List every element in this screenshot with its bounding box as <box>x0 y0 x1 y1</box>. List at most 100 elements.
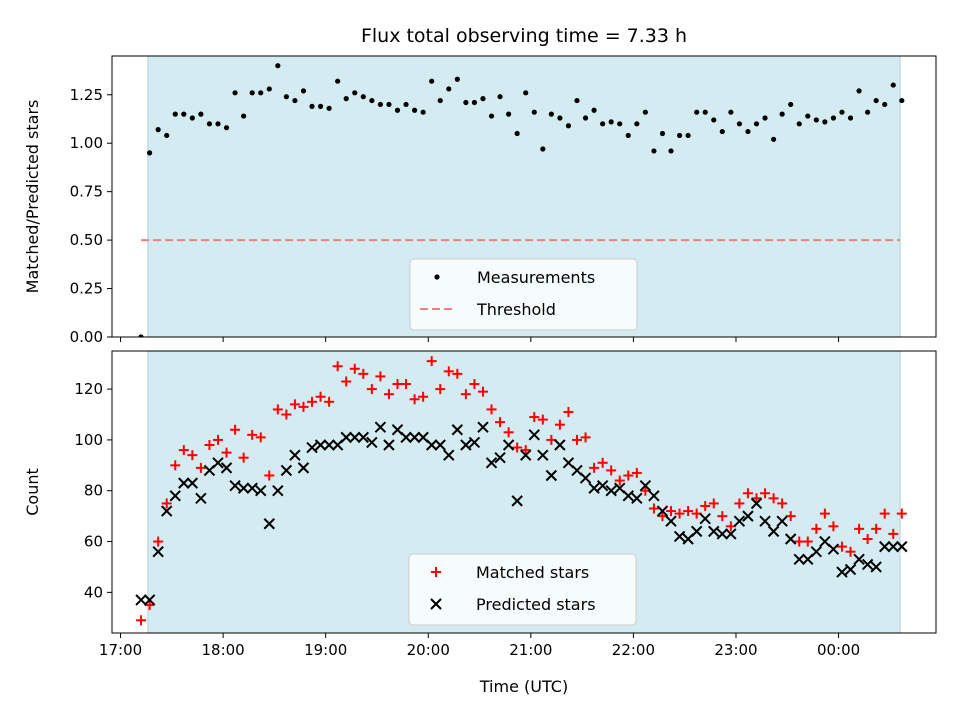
data-point <box>529 412 540 423</box>
legend-marker <box>430 598 442 610</box>
data-point <box>788 101 794 108</box>
data-point <box>794 536 805 547</box>
data-point <box>565 123 572 129</box>
data-point <box>488 113 495 119</box>
data-point <box>394 107 401 113</box>
data-point <box>437 97 443 104</box>
data-point <box>796 121 802 127</box>
data-point <box>263 518 275 530</box>
series-matched-stars <box>136 356 907 626</box>
data-point <box>719 128 725 135</box>
data-point <box>298 401 309 412</box>
data-point <box>272 404 283 415</box>
series-measurements <box>138 63 905 337</box>
data-point <box>659 130 666 137</box>
data-point <box>811 523 822 534</box>
data-point <box>411 107 418 113</box>
data-point <box>246 482 258 494</box>
data-point <box>435 384 446 395</box>
data-point <box>485 457 498 469</box>
data-point <box>326 105 332 111</box>
data-point <box>136 615 147 626</box>
data-point <box>386 101 392 108</box>
data-point <box>289 449 301 461</box>
data-point <box>469 379 480 390</box>
data-point <box>204 440 215 450</box>
data-point <box>579 472 592 484</box>
data-point <box>899 97 905 104</box>
data-point <box>890 82 896 88</box>
x-tick-label: 20:00 <box>407 641 450 659</box>
data-point <box>767 525 780 538</box>
y-tick-label: 0.75 <box>70 183 103 201</box>
data-point <box>733 515 746 527</box>
data-point <box>153 536 164 547</box>
data-point <box>512 442 523 453</box>
top-axes-frame <box>111 55 937 338</box>
data-point <box>324 396 335 407</box>
data-point <box>307 396 318 407</box>
data-point <box>736 121 743 127</box>
data-point <box>656 505 669 517</box>
data-point <box>155 127 161 133</box>
y-tick-label: 0.00 <box>70 328 103 346</box>
data-point <box>531 109 537 115</box>
x-tick-label: 19:00 <box>304 641 347 659</box>
chart-title: Flux total observing time = 7.33 h <box>361 25 687 47</box>
data-point <box>297 462 310 474</box>
data-point <box>805 113 811 119</box>
data-point <box>844 563 857 576</box>
data-point <box>770 136 777 142</box>
top-y-axis-label: Matched/Predicted stars <box>23 100 42 294</box>
data-point <box>164 132 170 139</box>
data-point <box>147 150 153 156</box>
data-point <box>642 109 648 115</box>
data-point <box>873 97 879 104</box>
y-tick-label: 40 <box>84 583 103 601</box>
data-point <box>753 121 760 127</box>
data-point <box>591 107 597 113</box>
data-point <box>229 479 241 492</box>
data-point <box>506 111 512 117</box>
data-point <box>212 457 224 469</box>
data-point <box>845 546 856 557</box>
data-point <box>540 146 546 152</box>
bottom-axes-frame <box>111 350 937 634</box>
data-point <box>494 451 506 464</box>
data-point <box>548 111 554 117</box>
data-point <box>699 512 711 525</box>
data-point <box>480 96 486 102</box>
data-point <box>486 404 497 415</box>
data-point <box>315 391 326 402</box>
y-tick-label: 1.00 <box>70 134 103 152</box>
data-point <box>657 511 668 522</box>
data-point <box>606 465 617 476</box>
data-point <box>377 101 383 108</box>
data-point <box>665 515 677 527</box>
data-point <box>409 394 420 405</box>
data-point <box>418 391 429 402</box>
data-point <box>255 432 266 443</box>
data-point <box>830 115 837 121</box>
data-point <box>639 479 652 492</box>
data-point <box>178 445 189 456</box>
data-point <box>871 523 882 534</box>
data-point <box>728 109 734 115</box>
data-point <box>574 97 580 104</box>
bottom-panel: 40 60 80 100 120 17:00 18:00 19:00 20:00 21:00 22:… <box>23 350 937 696</box>
data-point <box>725 528 737 540</box>
data-point <box>220 462 233 474</box>
data-point <box>460 439 472 451</box>
data-point <box>651 148 657 154</box>
data-point <box>520 449 532 461</box>
data-point <box>537 414 548 425</box>
data-point <box>582 115 589 121</box>
data-point <box>676 132 683 139</box>
data-point <box>702 109 708 115</box>
data-point <box>625 132 631 139</box>
data-point <box>232 90 238 96</box>
x-tick-label: 22:00 <box>612 641 655 659</box>
data-point <box>708 525 720 538</box>
data-point <box>266 86 272 92</box>
data-point <box>882 101 888 108</box>
